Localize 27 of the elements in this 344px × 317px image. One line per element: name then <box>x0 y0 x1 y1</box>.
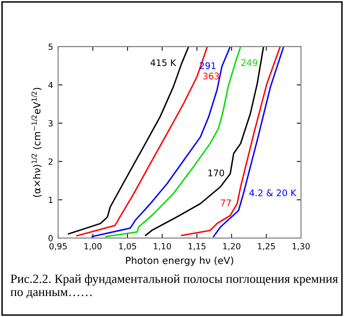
annotation: 415 K <box>150 59 176 66</box>
annotation: 77 <box>220 200 231 206</box>
text: Рис.2.2. Край фундаментальной полосы поглощения кремния по данным…… <box>10 274 338 298</box>
x-tick-label: 0,95 <box>49 243 67 250</box>
y-axis-title: (α×hν)$^{1/2}$ (cm$^{−1/2}$eV$^{1/2}$) <box>32 88 42 197</box>
annotation: 249 <box>241 59 258 66</box>
y-tick-label: 2 <box>48 158 52 165</box>
x-axis-title: Photon energy hν (eV) <box>126 256 234 266</box>
x-tick-label: 1,15 <box>188 243 206 250</box>
line-series <box>68 46 190 235</box>
x-tick-label: 1,05 <box>119 243 136 250</box>
line-series <box>91 46 231 238</box>
x-tick-label: 1,10 <box>154 243 171 250</box>
annotation: 170 <box>208 170 224 176</box>
x-tick-label: 1,00 <box>84 243 102 250</box>
annotation: 363 <box>203 72 219 80</box>
line-series <box>105 46 242 238</box>
x-tick-label: 1,25 <box>258 243 275 250</box>
y-tick-label: 3 <box>48 120 53 126</box>
annotation: 4.2 & 20 K <box>249 189 297 196</box>
x-tick-label: 1,30 <box>292 243 310 250</box>
y-tick-label: 1 <box>48 196 53 203</box>
y-tick-label: 4 <box>48 82 53 88</box>
line-series <box>144 46 264 236</box>
y-tick-label: 5 <box>48 44 53 50</box>
y-tick-label: 0 <box>48 235 53 242</box>
x-tick-label: 1,20 <box>223 243 240 250</box>
